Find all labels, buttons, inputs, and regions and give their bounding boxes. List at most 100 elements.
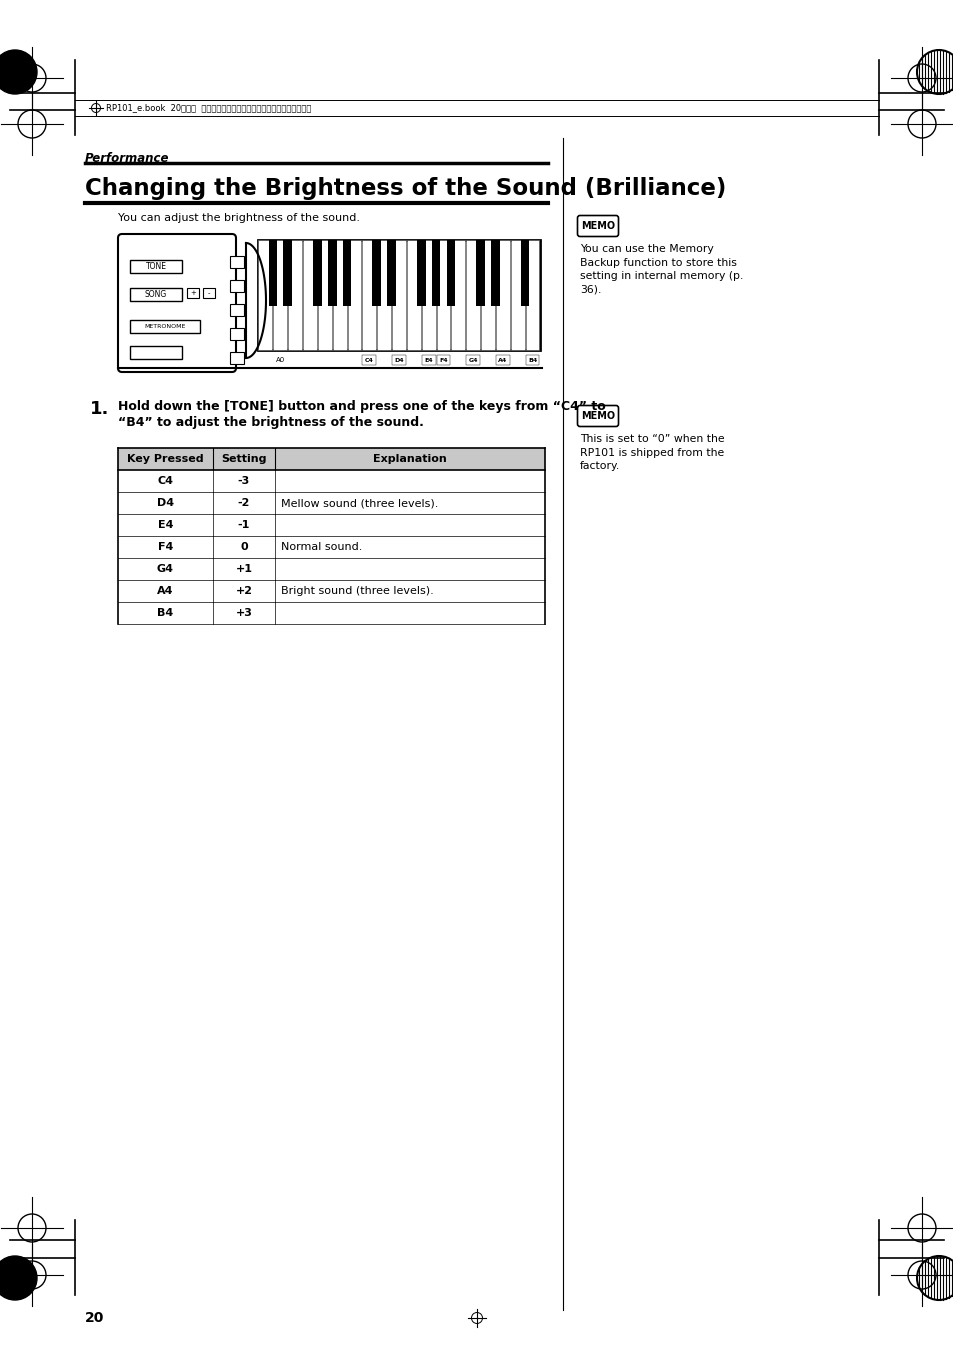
Bar (187, 288, 199, 299)
Bar (451, 240, 465, 350)
Text: D4: D4 (157, 499, 173, 508)
Text: F4: F4 (438, 358, 447, 362)
Bar (342, 240, 351, 305)
Bar (362, 240, 375, 350)
Text: This is set to “0” when the
RP101 is shipped from the
factory.: This is set to “0” when the RP101 is shi… (579, 434, 724, 471)
Text: A4: A4 (497, 358, 507, 362)
Bar (130, 288, 182, 301)
Bar (416, 240, 425, 305)
Text: Mellow sound (three levels).: Mellow sound (three levels). (281, 499, 438, 508)
FancyBboxPatch shape (577, 216, 618, 236)
Bar (525, 355, 539, 365)
Bar (476, 240, 484, 305)
FancyBboxPatch shape (577, 405, 618, 427)
Text: Key Pressed: Key Pressed (127, 454, 204, 463)
Bar (376, 240, 391, 350)
FancyBboxPatch shape (118, 234, 235, 372)
Text: D4: D4 (394, 358, 403, 362)
Text: Hold down the [TONE] button and press one of the keys from “C4” to: Hold down the [TONE] button and press on… (118, 400, 605, 413)
Text: +3: +3 (235, 608, 253, 617)
Text: F4: F4 (157, 542, 173, 553)
Text: SONG: SONG (145, 290, 167, 299)
Text: RP101_e.book  20ページ  ２００７年４月４日　水曜日　午前１１時５０分: RP101_e.book 20ページ ２００７年４月４日 水曜日 午前１１時５０… (106, 104, 311, 112)
Text: 0: 0 (240, 542, 248, 553)
Bar (480, 240, 495, 350)
Text: -1: -1 (237, 520, 250, 530)
Bar (491, 240, 499, 305)
Text: G4: G4 (157, 563, 173, 574)
Bar (257, 240, 539, 350)
Text: +2: +2 (235, 586, 253, 596)
Text: 1.: 1. (90, 400, 110, 417)
Bar (268, 240, 277, 305)
Bar (203, 288, 214, 299)
Text: B4: B4 (527, 358, 537, 362)
Bar (436, 355, 450, 365)
Text: -3: -3 (237, 476, 250, 486)
Bar (436, 240, 450, 350)
Bar (317, 240, 332, 350)
Text: MEMO: MEMO (580, 411, 615, 422)
Text: +1: +1 (235, 563, 253, 574)
Bar (466, 355, 479, 365)
Bar (130, 320, 200, 332)
Bar (407, 240, 420, 350)
Bar (421, 355, 436, 365)
Bar (230, 280, 244, 292)
Bar (496, 240, 509, 350)
Text: E4: E4 (424, 358, 433, 362)
Bar (520, 240, 529, 305)
Text: You can use the Memory
Backup function to store this
setting in internal memory : You can use the Memory Backup function t… (579, 245, 742, 295)
Text: A0: A0 (275, 357, 285, 363)
Text: -2: -2 (237, 499, 250, 508)
Text: Normal sound.: Normal sound. (281, 542, 362, 553)
Bar (432, 240, 440, 305)
Bar (372, 240, 380, 305)
Bar (387, 240, 395, 305)
Text: You can adjust the brightness of the sound.: You can adjust the brightness of the sou… (118, 213, 359, 223)
Bar (392, 240, 405, 350)
Bar (333, 240, 346, 350)
Bar (288, 240, 302, 350)
Text: METRONOME: METRONOME (144, 324, 186, 330)
Bar (303, 240, 316, 350)
Text: -: - (208, 290, 210, 296)
Bar (496, 355, 509, 365)
Text: G4: G4 (468, 358, 477, 362)
Text: C4: C4 (364, 358, 374, 362)
Bar (283, 240, 292, 305)
Text: B4: B4 (157, 608, 173, 617)
Text: A4: A4 (157, 586, 173, 596)
Bar (230, 304, 244, 316)
Text: MEMO: MEMO (580, 222, 615, 231)
Bar (328, 240, 336, 305)
Bar (130, 259, 182, 273)
Text: +: + (190, 290, 195, 296)
Bar (347, 240, 361, 350)
Text: 20: 20 (85, 1310, 104, 1325)
Bar (446, 240, 455, 305)
Text: Explanation: Explanation (373, 454, 446, 463)
Bar (313, 240, 321, 305)
Bar (118, 449, 544, 470)
Text: Setting: Setting (221, 454, 267, 463)
Bar (230, 255, 244, 267)
Bar (258, 240, 272, 350)
Text: Changing the Brightness of the Sound (Brilliance): Changing the Brightness of the Sound (Br… (85, 177, 725, 200)
Bar (525, 240, 539, 350)
Bar (392, 355, 405, 365)
Circle shape (0, 50, 37, 95)
Bar (362, 355, 375, 365)
Text: Performance: Performance (85, 151, 170, 165)
Bar (130, 346, 182, 359)
Circle shape (0, 1256, 37, 1300)
Text: Bright sound (three levels).: Bright sound (three levels). (281, 586, 434, 596)
Text: “B4” to adjust the brightness of the sound.: “B4” to adjust the brightness of the sou… (118, 416, 423, 430)
Bar (274, 240, 287, 350)
Bar (466, 240, 479, 350)
Text: E4: E4 (157, 520, 173, 530)
Bar (421, 240, 436, 350)
Bar (230, 353, 244, 363)
Bar (510, 240, 524, 350)
Text: TONE: TONE (146, 262, 167, 272)
